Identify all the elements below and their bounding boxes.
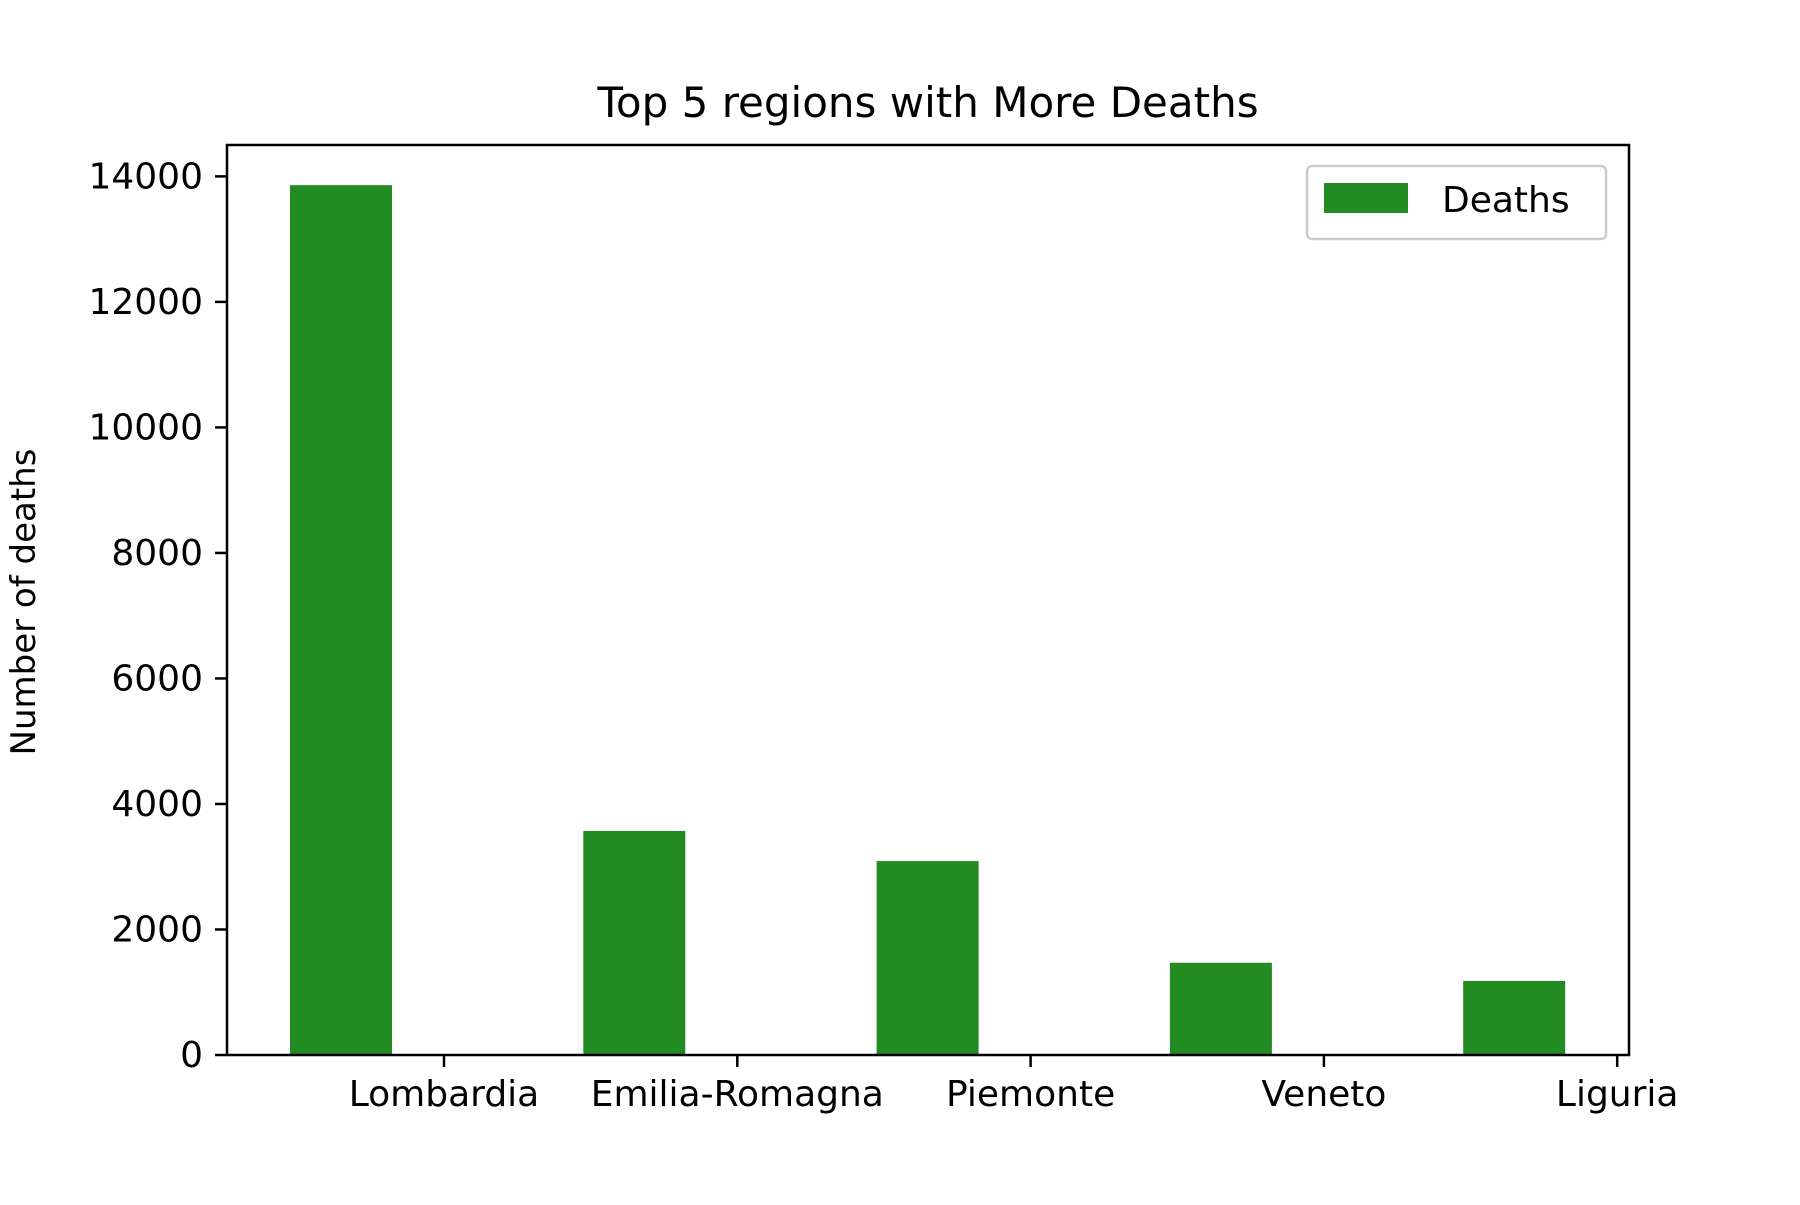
- x-tick-label: Emilia-Romagna: [591, 1074, 884, 1115]
- bar-veneto: [1169, 962, 1272, 1055]
- x-tick-label: Veneto: [1261, 1074, 1386, 1115]
- chart-title: Top 5 regions with More Deaths: [596, 78, 1258, 127]
- y-tick-label: 6000: [111, 658, 203, 699]
- y-tick-label: 2000: [111, 909, 203, 950]
- y-tick-label: 4000: [111, 784, 203, 825]
- plot-frame: [225, 143, 1631, 1057]
- y-tick-label: 0: [180, 1035, 203, 1076]
- legend-label: Deaths: [1442, 180, 1570, 221]
- x-tick-label: Lombardia: [349, 1074, 540, 1115]
- y-axis-label: Number of deaths: [4, 449, 44, 756]
- y-tick-label: 10000: [88, 407, 203, 448]
- bar-liguria: [1463, 980, 1566, 1055]
- y-tick-label: 8000: [111, 533, 203, 574]
- bar-lombardia: [290, 185, 392, 1055]
- y-tick-label: 14000: [88, 156, 203, 197]
- x-tick-label: Liguria: [1556, 1074, 1679, 1115]
- bars: [290, 185, 1566, 1055]
- legend-swatch: [1324, 183, 1408, 213]
- axis-ticks: 0 2000 4000 6000 8000 10000 12000 14000 Lombardi…: [88, 156, 1678, 1115]
- bar-emilia-romagna: [583, 830, 686, 1055]
- bar-piemonte: [876, 861, 979, 1055]
- y-tick-label: 12000: [88, 282, 203, 323]
- x-tick-label: Piemonte: [946, 1074, 1115, 1115]
- legend: Deaths: [1305, 164, 1608, 241]
